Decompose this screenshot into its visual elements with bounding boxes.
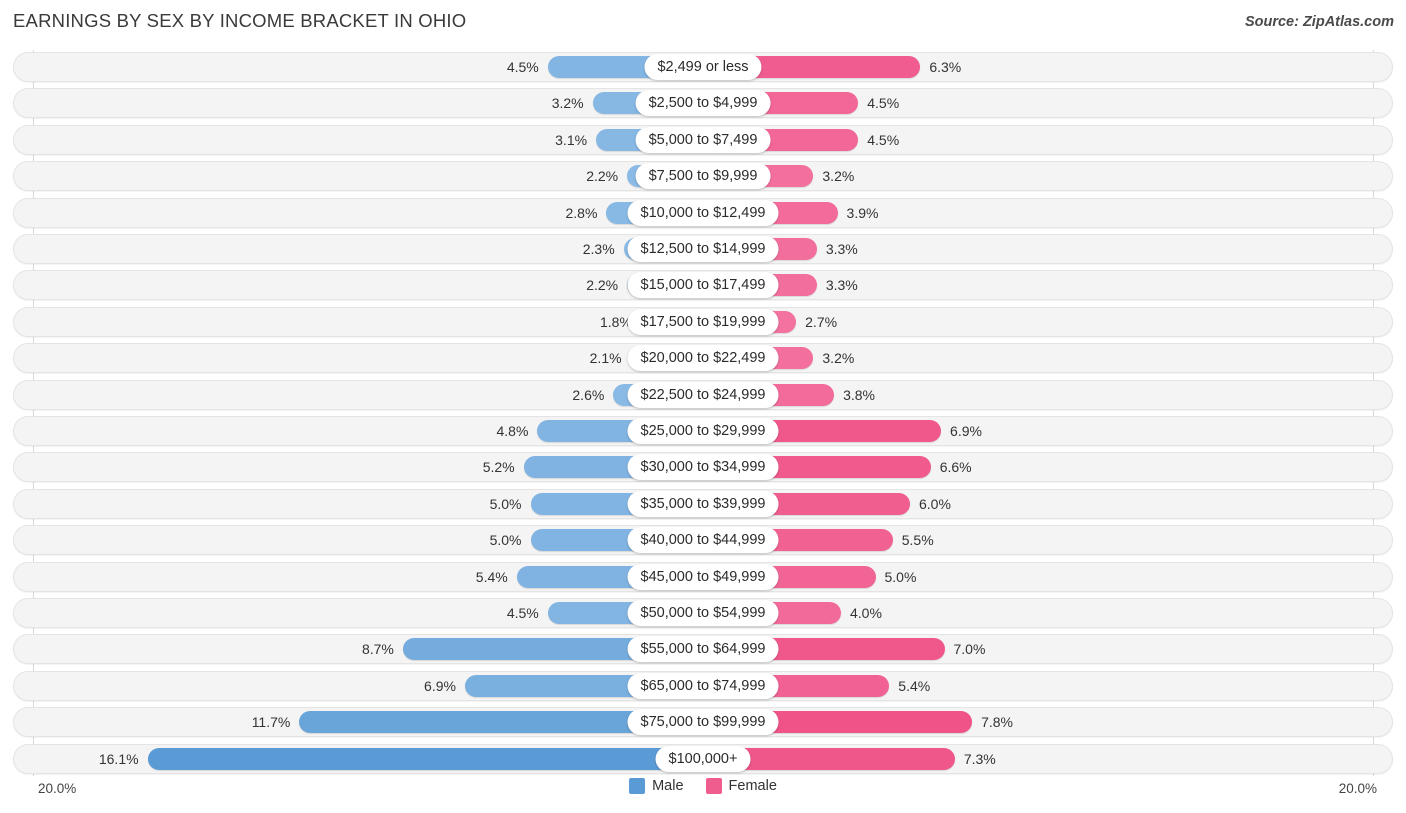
chart-plot-area: 4.5% 6.3% $2,499 or less 3.2% 4.5% $2,500 to … (0, 50, 1406, 776)
axis-label-right: 20.0% (1338, 781, 1377, 796)
value-label-male: 2.8% (565, 204, 598, 221)
category-label: $35,000 to $39,999 (627, 490, 779, 517)
chart-row: 2.2% 3.3% $15,000 to $17,499 (13, 270, 1393, 301)
chart-row: 4.8% 6.9% $25,000 to $29,999 (13, 416, 1393, 446)
chart-row: 2.3% 3.3% $12,500 to $14,999 (13, 234, 1393, 264)
chart-row: 2.8% 3.9% $10,000 to $12,499 (13, 197, 1393, 228)
chart-row: 3.2% 4.5% $2,500 to $4,999 (13, 88, 1393, 119)
value-label-female: 2.7% (805, 313, 838, 330)
axis-line-left (33, 50, 34, 776)
value-label-female: 6.6% (939, 459, 972, 476)
category-label: $22,500 to $24,999 (627, 381, 779, 408)
value-label-male: 4.5% (506, 59, 539, 75)
bar-male (147, 747, 703, 770)
value-label-female: 6.3% (929, 59, 962, 75)
value-label-male: 5.2% (482, 459, 515, 476)
chart-row: 4.5% 4.0% $50,000 to $54,999 (13, 598, 1393, 628)
value-label-female: 4.5% (867, 131, 900, 148)
value-label-female: 7.8% (981, 714, 1014, 731)
category-label: $12,500 to $14,999 (627, 236, 779, 262)
value-label-male: 11.7% (251, 714, 291, 731)
category-label: $5,000 to $7,499 (635, 126, 771, 153)
bar-male (299, 711, 703, 734)
value-label-female: 6.9% (950, 423, 982, 439)
chart-row: 5.0% 6.0% $35,000 to $39,999 (13, 488, 1393, 519)
axis-label-left: 20.0% (38, 781, 77, 796)
value-label-male: 5.4% (475, 568, 508, 585)
value-label-male: 3.1% (555, 131, 588, 148)
chart-row: 5.0% 5.5% $40,000 to $44,999 (13, 525, 1393, 556)
value-label-male: 6.9% (424, 677, 456, 694)
category-label: $20,000 to $22,499 (627, 345, 779, 372)
value-label-male: 4.8% (496, 423, 529, 439)
bar-female (703, 747, 955, 770)
value-label-female: 3.3% (825, 241, 858, 257)
category-label: $55,000 to $64,999 (627, 636, 779, 663)
category-label: $100,000+ (655, 745, 751, 772)
legend-item-female[interactable]: Female (705, 778, 777, 794)
chart-row: 8.7% 7.0% $55,000 to $64,999 (13, 634, 1393, 665)
value-label-female: 7.3% (963, 750, 996, 767)
value-label-male: 5.0% (489, 532, 522, 549)
category-label: $40,000 to $44,999 (627, 527, 779, 554)
chart-legend: Male Female (0, 778, 1406, 794)
legend-swatch-icon (705, 778, 722, 794)
category-label: $65,000 to $74,999 (627, 672, 779, 699)
value-label-female: 4.5% (867, 95, 900, 112)
value-label-female: 3.9% (846, 204, 879, 221)
value-label-male: 2.3% (582, 241, 615, 257)
value-label-female: 4.0% (850, 605, 882, 621)
legend-swatch-icon (629, 778, 646, 794)
axis-line-right (1373, 50, 1374, 776)
chart-row: 5.4% 5.0% $45,000 to $49,999 (13, 561, 1393, 592)
chart-row: 3.1% 4.5% $5,000 to $7,499 (13, 124, 1393, 155)
value-label-male: 2.2% (586, 277, 619, 294)
value-label-male: 16.1% (98, 750, 139, 767)
page-title: EARNINGS BY SEX BY INCOME BRACKET IN OHI… (13, 10, 467, 31)
chart-row: 2.1% 3.2% $20,000 to $22,499 (13, 343, 1393, 374)
category-label: $10,000 to $12,499 (627, 199, 779, 226)
value-label-female: 3.8% (843, 386, 876, 403)
category-label: $2,500 to $4,999 (635, 90, 771, 117)
category-label: $50,000 to $54,999 (627, 600, 779, 626)
category-label: $30,000 to $34,999 (627, 454, 779, 481)
chart-row: 2.6% 3.8% $22,500 to $24,999 (13, 379, 1393, 410)
legend-label: Male (652, 778, 684, 794)
value-label-female: 3.2% (822, 350, 855, 367)
category-label: $45,000 to $49,999 (627, 563, 779, 590)
category-label: $75,000 to $99,999 (627, 709, 779, 736)
category-label: $7,500 to $9,999 (635, 163, 771, 190)
value-label-male: 4.5% (506, 605, 539, 621)
value-label-male: 3.2% (551, 95, 584, 112)
value-label-female: 7.0% (953, 641, 986, 658)
value-label-male: 5.0% (489, 495, 522, 512)
legend-item-male[interactable]: Male (629, 778, 684, 794)
chart-row: 1.8% 2.7% $17,500 to $19,999 (13, 306, 1393, 337)
legend-label: Female (728, 778, 777, 794)
chart-row: 4.5% 6.3% $2,499 or less (13, 52, 1393, 82)
value-label-male: 2.2% (586, 168, 619, 185)
value-label-female: 5.5% (901, 532, 934, 549)
value-label-male: 8.7% (361, 641, 394, 658)
value-label-male: 2.6% (572, 386, 605, 403)
category-label: $2,499 or less (644, 54, 762, 80)
category-label: $25,000 to $29,999 (627, 418, 779, 444)
chart-row: 2.2% 3.2% $7,500 to $9,999 (13, 161, 1393, 192)
value-label-female: 3.2% (822, 168, 855, 185)
value-label-male: 2.1% (589, 350, 622, 367)
chart-row: 16.1% 7.3% $100,000+ (13, 743, 1393, 774)
value-label-male: 1.8% (599, 313, 632, 330)
source-attribution: Source: ZipAtlas.com (1244, 14, 1394, 30)
value-label-female: 5.0% (884, 568, 917, 585)
category-label: $15,000 to $17,499 (627, 272, 779, 299)
value-label-female: 5.4% (898, 677, 931, 694)
value-label-female: 6.0% (919, 495, 951, 512)
chart-row: 6.9% 5.4% $65,000 to $74,999 (13, 670, 1393, 701)
category-label: $17,500 to $19,999 (627, 308, 779, 335)
chart-row: 5.2% 6.6% $30,000 to $34,999 (13, 452, 1393, 483)
value-label-female: 3.3% (825, 277, 858, 294)
chart-row: 11.7% 7.8% $75,000 to $99,999 (13, 707, 1393, 738)
